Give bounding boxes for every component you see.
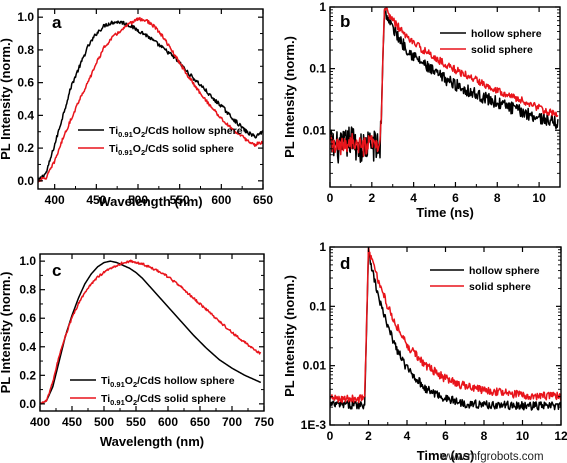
watermark-text: www.mfgrobots.com bbox=[439, 451, 544, 463]
legend-c: Ti0.91O2/CdS hollow sphere Ti0.91O2/CdS s… bbox=[70, 375, 235, 407]
x-tick-label: 2 bbox=[368, 191, 375, 205]
y-tick-label: 0.1 bbox=[309, 62, 326, 76]
x-axis-label: Time (ns) bbox=[416, 205, 474, 220]
y-tick-label: 0.2 bbox=[17, 141, 34, 155]
plot-frame-c bbox=[39, 253, 265, 412]
legend-label-1: Ti0.91O2/CdS solid sphere bbox=[101, 393, 226, 407]
panel-label: c bbox=[52, 261, 61, 280]
x-tick-label: 6 bbox=[442, 429, 449, 443]
x-tick-label: 450 bbox=[86, 193, 106, 207]
x-tick-label: 0 bbox=[327, 191, 334, 205]
x-axis-label: Time (ns) bbox=[417, 448, 475, 463]
series-line-c-0 bbox=[40, 260, 262, 405]
x-tick-label: 650 bbox=[253, 193, 273, 207]
x-tick-label: 600 bbox=[211, 193, 231, 207]
x-axis-label: Wavelength (nm) bbox=[100, 434, 204, 449]
series-line-c-1 bbox=[40, 259, 262, 405]
x-tick-label: 4 bbox=[404, 429, 411, 443]
legend-label-0: hollow sphere bbox=[469, 265, 540, 277]
x-tick-label: 600 bbox=[158, 415, 178, 429]
legend-label-0: Ti0.91O2/CdS hollow sphere bbox=[109, 125, 243, 139]
y-tick-label: 1E-3 bbox=[301, 418, 327, 432]
x-tick-label: 450 bbox=[62, 415, 82, 429]
legend-d: hollow sphere solid sphere bbox=[430, 265, 540, 293]
y-tick-label: 0.4 bbox=[19, 340, 36, 354]
x-tick-label: 550 bbox=[126, 415, 146, 429]
y-tick-label: 0.8 bbox=[19, 283, 36, 297]
y-tick-label: 1.0 bbox=[17, 10, 34, 24]
y-tick-label: 1 bbox=[319, 240, 326, 254]
y-tick-label: 0.6 bbox=[17, 76, 34, 90]
y-axis-label: PL Intensity (norm.) bbox=[0, 38, 13, 160]
x-tick-label: 650 bbox=[190, 415, 210, 429]
y-axis-label: PL Intensity (norm.) bbox=[282, 275, 297, 397]
x-tick-label: 550 bbox=[170, 193, 190, 207]
legend-a: Ti0.91O2/CdS hollow sphere Ti0.91O2/CdS s… bbox=[78, 125, 243, 157]
x-tick-label: 8 bbox=[494, 191, 501, 205]
x-tick-label: 400 bbox=[30, 415, 50, 429]
x-tick-label: 10 bbox=[532, 191, 546, 205]
x-tick-label: 700 bbox=[222, 415, 242, 429]
y-tick-label: 0.4 bbox=[17, 108, 34, 122]
series-line-b-0 bbox=[330, 7, 559, 164]
x-tick-label: 12 bbox=[554, 429, 567, 443]
x-tick-label: 750 bbox=[254, 415, 274, 429]
panel-label: d bbox=[340, 254, 350, 273]
x-tick-label: 400 bbox=[45, 193, 65, 207]
plot-frame-a bbox=[37, 8, 264, 190]
panel-d: 0 2 4 6 8 10 12 1E-3 0.01 0.1 1 Time (ns) PL Intensi… bbox=[282, 240, 567, 463]
plot-frame-b bbox=[329, 6, 561, 188]
y-tick-label: 1.0 bbox=[19, 254, 36, 268]
x-tick-label: 0 bbox=[327, 429, 334, 443]
panel-c: 400 450 500 550 600 650 700 750 0.0 0.2 0.4 0.6 0.8 1… bbox=[0, 253, 274, 449]
y-tick-label: 0.8 bbox=[17, 43, 34, 57]
y-tick-label: 0.6 bbox=[19, 311, 36, 325]
x-axis-label: Wavelength (nm) bbox=[98, 194, 202, 209]
y-tick-label: 1 bbox=[319, 0, 326, 14]
legend-b: hollow sphere solid sphere bbox=[440, 28, 542, 56]
x-tick-label: 10 bbox=[516, 429, 530, 443]
series-line-a-1 bbox=[38, 16, 263, 183]
y-tick-label: 0.1 bbox=[309, 299, 326, 313]
y-tick-label: 0.0 bbox=[17, 174, 34, 188]
legend-label-1: solid sphere bbox=[469, 281, 531, 293]
series-line-d-1 bbox=[330, 247, 561, 404]
series-line-b-1 bbox=[330, 7, 559, 157]
series-line-a-0 bbox=[38, 20, 263, 181]
panel-label: b bbox=[340, 12, 350, 31]
y-axis-label: PL Intensity (norm.) bbox=[0, 272, 13, 394]
x-tick-label: 2 bbox=[365, 429, 372, 443]
x-tick-label: 6 bbox=[452, 191, 459, 205]
x-tick-label: 8 bbox=[481, 429, 488, 443]
legend-label-0: Ti0.91O2/CdS hollow sphere bbox=[101, 375, 235, 389]
y-tick-label: 0.01 bbox=[303, 123, 327, 137]
x-tick-label: 4 bbox=[410, 191, 417, 205]
panel-a: 400 450 500 550 600 650 0.0 0.2 0.4 0.6 0.8 1.0 Wave… bbox=[0, 8, 273, 209]
legend-label-0: hollow sphere bbox=[471, 28, 542, 40]
y-tick-label: 0.01 bbox=[303, 359, 327, 373]
panel-b: 0 2 4 6 8 10 0.01 0.1 1 Time (ns) PL Intensity (no… bbox=[282, 0, 561, 220]
x-tick-label: 500 bbox=[94, 415, 114, 429]
x-tick-label: 500 bbox=[128, 193, 148, 207]
y-tick-label: 0.2 bbox=[19, 368, 36, 382]
y-tick-label: 0.0 bbox=[19, 397, 36, 411]
panel-label: a bbox=[52, 13, 62, 32]
legend-label-1: Ti0.91O2/CdS solid sphere bbox=[109, 143, 234, 157]
y-axis-label: PL Intensity (norm.) bbox=[282, 36, 297, 158]
legend-label-1: solid sphere bbox=[471, 44, 533, 56]
